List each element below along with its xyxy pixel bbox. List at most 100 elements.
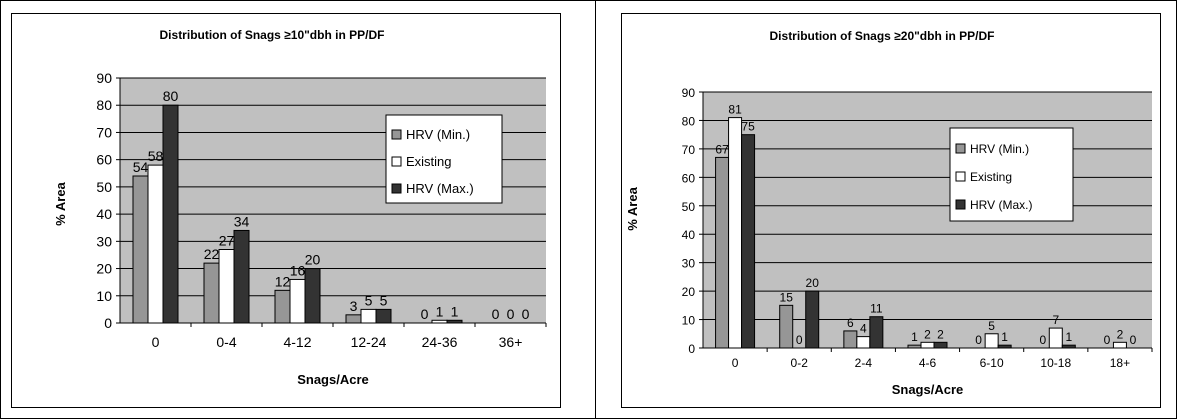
chart-2-data-label: 1 bbox=[1001, 330, 1008, 344]
chart-2-data-label: 2 bbox=[937, 327, 944, 341]
chart-2-bar bbox=[728, 117, 743, 349]
chart-1-data-label: 0 bbox=[507, 306, 515, 322]
chart-2-bar bbox=[907, 344, 922, 349]
chart-1-data-label: 3 bbox=[350, 298, 358, 314]
chart-2-bar bbox=[715, 156, 730, 349]
chart-2-y-tick-label: 70 bbox=[682, 143, 696, 157]
chart-2-data-label: 15 bbox=[780, 290, 794, 304]
chart-2-data-label: 0 bbox=[796, 333, 803, 347]
chart-2-data-label: 5 bbox=[988, 319, 995, 333]
chart-2-plot-area bbox=[703, 92, 1152, 348]
chart-2-category-label: 2-4 bbox=[855, 356, 873, 370]
chart-1-legend-label: HRV (Max.) bbox=[406, 181, 474, 196]
chart-2-y-tick-label: 80 bbox=[682, 114, 696, 128]
chart-2-data-label: 2 bbox=[1117, 327, 1124, 341]
chart-2-bar bbox=[1061, 344, 1076, 349]
chart-2-legend-box bbox=[949, 127, 1074, 222]
chart-1-bar bbox=[233, 229, 250, 324]
chart-2-data-label: 0 bbox=[975, 333, 982, 347]
chart-1-data-label: 20 bbox=[305, 252, 321, 268]
chart-1-category-label: 24-36 bbox=[422, 334, 458, 350]
chart-1-data-label: 54 bbox=[133, 159, 149, 175]
chart-2-data-label: 0 bbox=[1130, 333, 1137, 347]
chart-2-data-label: 11 bbox=[870, 302, 883, 316]
chart-1-x-axis-title: Snags/Acre bbox=[297, 372, 369, 387]
chart-1-legend-swatch bbox=[391, 183, 402, 194]
chart-2-bar bbox=[869, 316, 884, 349]
chart-2-container: Distribution of Snags ≥20"dbh in PP/DF 0 1… bbox=[621, 13, 1161, 408]
chart-2-bar bbox=[741, 134, 756, 349]
chart-2-category-label: 4-6 bbox=[919, 356, 937, 370]
chart-1-data-label: 22 bbox=[204, 246, 220, 262]
chart-1-y-tick-label: 40 bbox=[96, 206, 112, 222]
chart-2-bar bbox=[1112, 341, 1127, 349]
chart-1-y-tick-label: 60 bbox=[96, 152, 112, 168]
chart-1-title: Distribution of Snags ≥10"dbh in PP/DF bbox=[160, 28, 385, 42]
chart-1-y-tick-label: 80 bbox=[96, 97, 112, 113]
chart-1-data-label: 80 bbox=[163, 88, 179, 104]
chart-1-data-label: 1 bbox=[436, 303, 444, 319]
chart-1-bar bbox=[304, 268, 321, 324]
chart-1-y-tick-label: 20 bbox=[96, 261, 112, 277]
chart-2-legend-label: HRV (Max.) bbox=[970, 198, 1032, 212]
chart-1-bar bbox=[289, 278, 306, 324]
chart-2-bar bbox=[984, 333, 999, 349]
chart-1-data-label: 34 bbox=[234, 213, 250, 229]
chart-2-legend-swatch bbox=[955, 171, 966, 182]
chart-2-y-tick-label: 90 bbox=[682, 86, 696, 100]
chart-1-data-label: 16 bbox=[290, 262, 306, 278]
chart-1-bar bbox=[375, 308, 392, 324]
chart-2-data-label: 0 bbox=[1039, 333, 1046, 347]
chart-1-data-label: 5 bbox=[380, 292, 388, 308]
chart-2-bar bbox=[779, 304, 794, 349]
chart-2-data-label: 75 bbox=[741, 120, 755, 134]
chart-2-y-tick-label: 40 bbox=[682, 228, 696, 242]
chart-1-container: Distribution of Snags ≥10"dbh in PP/DF 0 1… bbox=[11, 13, 561, 408]
chart-2-data-label: 7 bbox=[1052, 313, 1059, 327]
chart-1-data-label: 0 bbox=[421, 306, 429, 322]
chart-2-legend-label: Existing bbox=[970, 170, 1012, 184]
chart-2-bar bbox=[1048, 327, 1063, 349]
chart-2-title: Distribution of Snags ≥20"dbh in PP/DF bbox=[770, 29, 995, 43]
chart-1-bar bbox=[446, 319, 463, 324]
chart-1-legend-label: Existing bbox=[406, 154, 452, 169]
chart-1-category-label: 36+ bbox=[499, 334, 523, 350]
chart-2-category-label: 18+ bbox=[1110, 356, 1130, 370]
chart-2-bar bbox=[856, 336, 871, 349]
chart-2-category-label: 0-2 bbox=[791, 356, 809, 370]
chart-1-y-tick-label: 90 bbox=[96, 70, 112, 86]
chart-1-y-tick-label: 30 bbox=[96, 233, 112, 249]
chart-2-legend-label: HRV (Min.) bbox=[970, 142, 1029, 156]
chart-1-y-axis-title: % Area bbox=[53, 181, 68, 225]
chart-2-category-label: 6-10 bbox=[980, 356, 1004, 370]
chart-2-data-label: 0 bbox=[1104, 333, 1111, 347]
chart-1-bar bbox=[345, 314, 362, 324]
chart-2-y-tick-label: 60 bbox=[682, 171, 696, 185]
chart-1-category-label: 0 bbox=[152, 334, 160, 350]
chart-1-bar bbox=[360, 308, 377, 324]
chart-1-legend-label: HRV (Min.) bbox=[406, 127, 470, 142]
chart-2-y-tick-label: 10 bbox=[682, 314, 696, 328]
chart-1-bar bbox=[274, 289, 291, 324]
chart-2-data-label: 2 bbox=[924, 327, 931, 341]
chart-2-y-tick-label: 50 bbox=[682, 200, 696, 214]
chart-2-bar bbox=[843, 330, 858, 349]
chart-1-legend-swatch bbox=[391, 156, 402, 167]
chart-2-y-tick-label: 0 bbox=[688, 342, 695, 356]
chart-1-y-tick-label: 10 bbox=[96, 288, 112, 304]
chart-1-category-label: 4-12 bbox=[283, 334, 311, 350]
chart-2-data-label: 81 bbox=[728, 103, 742, 117]
chart-1-data-label: 0 bbox=[522, 306, 530, 322]
chart-1-legend-swatch bbox=[391, 129, 402, 140]
chart-1-data-label: 27 bbox=[219, 233, 235, 249]
chart-1-data-label: 0 bbox=[492, 306, 500, 322]
chart-1-y-tick-label: 50 bbox=[96, 179, 112, 195]
chart-2-y-axis-title: % Area bbox=[625, 186, 640, 230]
chart-2-bar bbox=[805, 290, 820, 349]
chart-2-data-label: 20 bbox=[806, 276, 820, 290]
chart-1: Distribution of Snags ≥10"dbh in PP/DF01… bbox=[53, 28, 547, 387]
chart-2-category-label: 0 bbox=[732, 356, 739, 370]
chart-2: Distribution of Snags ≥20"dbh in PP/DF01… bbox=[625, 29, 1153, 397]
chart-2-data-label: 67 bbox=[715, 142, 729, 156]
chart-1-bar bbox=[162, 104, 179, 324]
